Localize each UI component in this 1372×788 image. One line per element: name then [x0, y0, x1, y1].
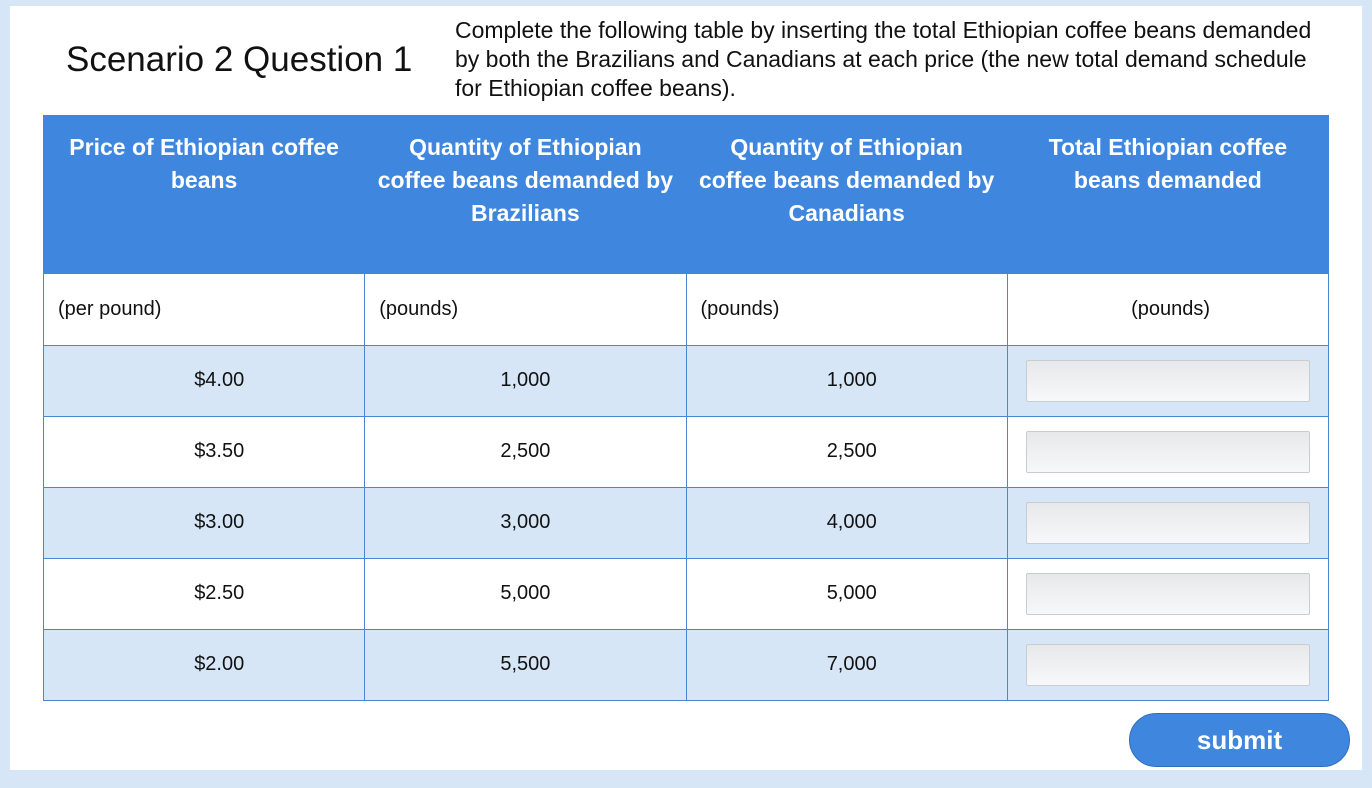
total-cell: [1006, 628, 1330, 701]
page-title: Scenario 2 Question 1: [66, 40, 413, 79]
canadians-cell: 4,000: [685, 486, 1008, 559]
unit-brazilians: (pounds): [364, 272, 687, 346]
brazilians-cell: 2,500: [364, 415, 687, 488]
demand-table: Price of Ethiopian coffee beans Quantity…: [42, 115, 1330, 701]
table-row: $3.00 3,000 4,000: [42, 486, 1330, 559]
total-input[interactable]: [1025, 572, 1310, 615]
brazilians-cell: 5,000: [364, 557, 687, 630]
canadians-cell: 1,000: [685, 344, 1008, 417]
brazilians-cell: 1,000: [364, 344, 687, 417]
total-input[interactable]: [1025, 643, 1310, 686]
total-cell: [1006, 486, 1330, 559]
unit-total: (pounds): [1006, 272, 1330, 346]
total-input[interactable]: [1025, 501, 1310, 544]
header-total: Total Ethiopian coffee beans demanded: [1006, 115, 1330, 273]
unit-canadians: (pounds): [685, 272, 1008, 346]
table-row: $2.00 5,500 7,000: [42, 628, 1330, 701]
instructions-text: Complete the following table by insertin…: [455, 17, 1312, 101]
canadians-cell: 2,500: [685, 415, 1008, 488]
price-cell: $2.00: [42, 628, 366, 701]
total-input[interactable]: [1025, 430, 1310, 473]
submit-button[interactable]: submit: [1129, 713, 1350, 767]
price-cell: $2.50: [42, 557, 366, 630]
total-input[interactable]: [1025, 359, 1310, 402]
unit-price: (per pound): [42, 272, 366, 346]
header-canadians: Quantity of Ethiopian coffee beans deman…: [685, 115, 1008, 273]
table-row: $4.00 1,000 1,000: [42, 344, 1330, 417]
canadians-cell: 7,000: [685, 628, 1008, 701]
units-row: (per pound) (pounds) (pounds) (pounds): [42, 272, 1330, 346]
header-price: Price of Ethiopian coffee beans: [42, 115, 366, 273]
total-cell: [1006, 557, 1330, 630]
total-cell: [1006, 415, 1330, 488]
total-cell: [1006, 344, 1330, 417]
brazilians-cell: 5,500: [364, 628, 687, 701]
table-header-row: Price of Ethiopian coffee beans Quantity…: [42, 115, 1330, 273]
price-cell: $3.00: [42, 486, 366, 559]
table-row: $3.50 2,500 2,500: [42, 415, 1330, 488]
brazilians-cell: 3,000: [364, 486, 687, 559]
table-row: $2.50 5,000 5,000: [42, 557, 1330, 630]
canadians-cell: 5,000: [685, 557, 1008, 630]
price-cell: $4.00: [42, 344, 366, 417]
header-brazilians: Quantity of Ethiopian coffee beans deman…: [364, 115, 687, 273]
price-cell: $3.50: [42, 415, 366, 488]
